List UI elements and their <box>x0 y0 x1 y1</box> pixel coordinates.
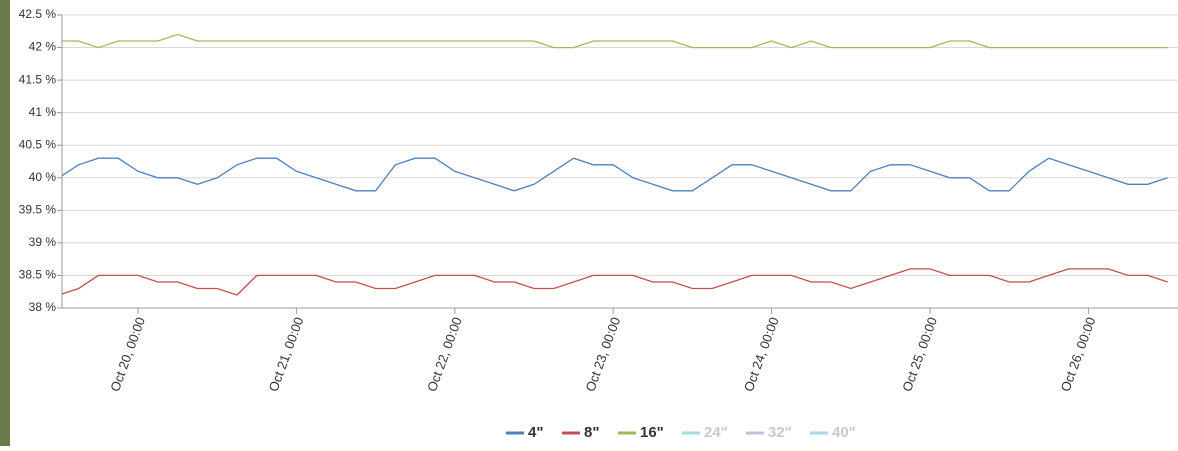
x-tick-label: Oct 21, 00:00 <box>266 315 307 393</box>
chart: 38 % 38.5 % 39 % 39.5 % 40 % 40.5 % 41 % 41.5 %… <box>0 0 1178 446</box>
y-tick-label: 39.5 % <box>19 203 57 217</box>
y-tick-label: 40.5 % <box>19 137 57 151</box>
y-tick-label: 42 % <box>29 40 57 54</box>
legend-label[interactable]: 8" <box>584 424 599 441</box>
series-line <box>59 158 1168 191</box>
legend-label[interactable]: 4" <box>528 424 543 441</box>
x-tick-label: Oct 24, 00:00 <box>741 315 782 393</box>
y-tick-label: 41.5 % <box>19 72 57 86</box>
x-tick-label: Oct 22, 00:00 <box>424 315 465 393</box>
series-line <box>59 269 1168 295</box>
x-tick-label: Oct 26, 00:00 <box>1058 315 1099 393</box>
y-tick-label: 41 % <box>29 105 57 119</box>
y-tick-label: 39 % <box>29 235 57 249</box>
y-tick-label: 38 % <box>29 300 57 314</box>
legend-label[interactable]: 24" <box>704 424 728 441</box>
y-tick-label: 42.5 % <box>19 7 57 21</box>
x-tick-label: Oct 23, 00:00 <box>582 315 623 393</box>
legend-label[interactable]: 40" <box>832 424 856 441</box>
legend-label[interactable]: 16" <box>640 424 664 441</box>
legend-label[interactable]: 32" <box>768 424 792 441</box>
y-tick-label: 38.5 % <box>19 268 57 282</box>
series-line <box>59 35 1168 48</box>
background-photo-strip <box>0 0 10 446</box>
x-tick-label: Oct 20, 00:00 <box>107 315 148 393</box>
y-tick-label: 40 % <box>29 170 57 184</box>
x-tick-label: Oct 25, 00:00 <box>899 315 940 393</box>
